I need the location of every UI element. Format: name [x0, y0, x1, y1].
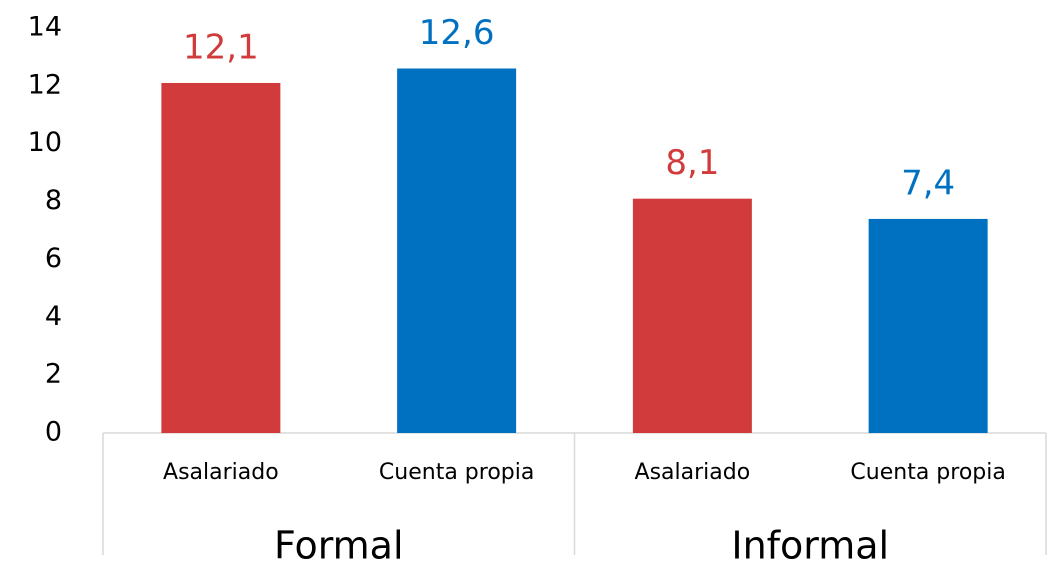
- x-tick-label: Cuenta propia: [850, 460, 1005, 485]
- value-label: 12,1: [183, 27, 259, 67]
- y-tick-label: 14: [28, 12, 62, 43]
- group-label: Informal: [731, 524, 889, 568]
- y-tick-label: 2: [45, 359, 62, 390]
- y-tick-label: 4: [45, 301, 62, 332]
- x-tick-label: Cuenta propia: [379, 460, 534, 485]
- value-label: 8,1: [665, 143, 719, 183]
- value-label: 12,6: [419, 13, 495, 53]
- bar: [868, 218, 988, 433]
- group-label: Formal: [274, 524, 404, 568]
- y-tick-label: 0: [45, 417, 62, 448]
- x-tick-label: Asalariado: [635, 460, 751, 485]
- y-tick-label: 12: [28, 69, 62, 100]
- value-label: 7,4: [901, 163, 955, 203]
- y-tick-label: 8: [45, 185, 62, 216]
- bar: [161, 82, 281, 433]
- y-tick-label: 10: [28, 127, 62, 158]
- x-tick-label: Asalariado: [163, 460, 279, 485]
- bar: [632, 198, 752, 433]
- bar: [397, 68, 517, 433]
- y-tick-label: 6: [45, 243, 62, 274]
